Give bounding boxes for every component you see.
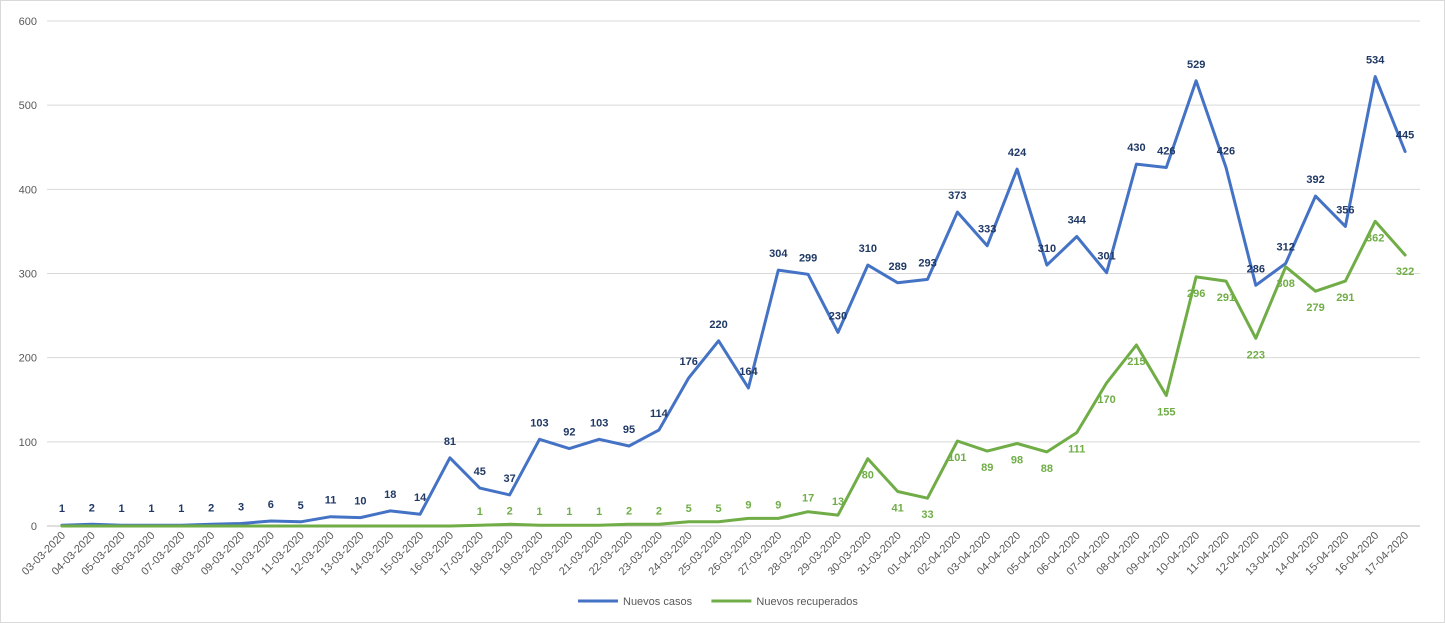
data-label: 33 <box>921 509 933 521</box>
data-label: 1 <box>477 506 483 518</box>
data-label: 424 <box>1008 147 1027 159</box>
data-label: 299 <box>799 252 817 264</box>
data-label: 1 <box>536 506 542 518</box>
data-label: 279 <box>1306 302 1324 314</box>
data-label: 392 <box>1306 174 1324 186</box>
data-label: 80 <box>862 470 874 482</box>
data-label: 5 <box>298 500 304 512</box>
data-label: 289 <box>888 261 906 273</box>
data-label: 5 <box>686 503 692 515</box>
y-tick-label: 100 <box>19 437 37 449</box>
series-line <box>60 75 1407 527</box>
data-label: 322 <box>1396 266 1414 278</box>
data-label: 426 <box>1217 145 1235 157</box>
data-label: 426 <box>1157 145 1175 157</box>
data-label: 170 <box>1097 394 1115 406</box>
y-axis-ticks: 0 100 200 300 400 500 600 <box>19 16 37 533</box>
data-label: 286 <box>1247 263 1265 275</box>
data-label: 176 <box>680 356 698 368</box>
data-label: 81 <box>444 436 456 448</box>
data-label: 3 <box>238 501 244 513</box>
data-label: 293 <box>918 257 936 269</box>
data-label: 1 <box>566 506 572 518</box>
data-label: 111 <box>1068 444 1085 456</box>
data-label: 534 <box>1366 55 1385 67</box>
legend-label: Nuevos casos <box>623 596 693 608</box>
data-label: 103 <box>530 417 548 429</box>
data-label: 9 <box>775 499 781 511</box>
data-label: 9 <box>745 499 751 511</box>
y-tick-label: 400 <box>19 184 37 196</box>
data-label: 155 <box>1157 407 1175 419</box>
data-label: 1 <box>178 503 184 515</box>
data-label: 291 <box>1336 292 1354 304</box>
data-label: 312 <box>1277 241 1295 253</box>
data-label: 301 <box>1097 251 1115 263</box>
x-axis-ticks: 03-03-202004-03-202005-03-202006-03-2020… <box>20 530 1411 578</box>
data-label: 1 <box>59 503 65 515</box>
data-label: 308 <box>1277 278 1295 290</box>
data-label: 18 <box>384 489 396 501</box>
data-label: 98 <box>1011 455 1023 467</box>
data-label: 164 <box>739 366 758 378</box>
data-label: 17 <box>802 493 814 505</box>
series-lines <box>60 75 1407 528</box>
data-label: 88 <box>1041 463 1053 475</box>
data-label: 2 <box>626 505 632 517</box>
data-label: 2 <box>89 502 95 514</box>
data-label: 92 <box>563 427 575 439</box>
data-label: 1 <box>596 506 602 518</box>
data-label: 445 <box>1396 129 1414 141</box>
data-label: 2 <box>507 505 513 517</box>
data-label: 103 <box>590 417 608 429</box>
series-line <box>60 219 1407 528</box>
data-label: 2 <box>656 505 662 517</box>
data-label: 5 <box>716 503 722 515</box>
data-label: 101 <box>948 452 966 464</box>
data-label: 13 <box>832 496 844 508</box>
y-tick-label: 300 <box>19 269 37 281</box>
data-label: 2 <box>208 502 214 514</box>
data-label: 215 <box>1127 356 1145 368</box>
data-label: 430 <box>1127 142 1145 154</box>
data-label: 223 <box>1247 349 1265 361</box>
data-label: 95 <box>623 424 635 436</box>
data-label: 11 <box>325 495 337 507</box>
data-label: 230 <box>829 310 847 322</box>
data-label: 41 <box>892 502 904 514</box>
data-label: 6 <box>268 499 274 511</box>
data-label: 362 <box>1366 232 1384 244</box>
data-label: 45 <box>474 466 486 478</box>
data-label: 304 <box>769 248 788 260</box>
data-label: 1 <box>119 503 125 515</box>
data-label: 114 <box>650 408 669 420</box>
legend: Nuevos casos Nuevos recuperados <box>578 596 858 608</box>
y-tick-label: 500 <box>19 100 37 112</box>
data-label: 220 <box>709 319 727 331</box>
gridlines <box>47 20 1420 527</box>
data-label: 89 <box>981 462 993 474</box>
data-label: 356 <box>1336 204 1354 216</box>
data-label: 1 <box>148 503 154 515</box>
data-label: 333 <box>978 224 996 236</box>
data-label: 529 <box>1187 59 1205 71</box>
data-label: 344 <box>1068 214 1087 226</box>
y-tick-label: 200 <box>19 353 37 365</box>
legend-label: Nuevos recuperados <box>756 596 858 608</box>
data-label: 10 <box>354 496 366 508</box>
data-label: 310 <box>1038 243 1056 255</box>
data-label: 291 <box>1217 292 1235 304</box>
data-label: 373 <box>948 190 966 202</box>
y-tick-label: 600 <box>19 16 37 28</box>
data-label: 37 <box>504 473 516 485</box>
y-tick-label: 0 <box>31 521 37 533</box>
data-label: 296 <box>1187 288 1205 300</box>
data-label: 14 <box>414 492 427 504</box>
data-label: 310 <box>859 243 877 255</box>
